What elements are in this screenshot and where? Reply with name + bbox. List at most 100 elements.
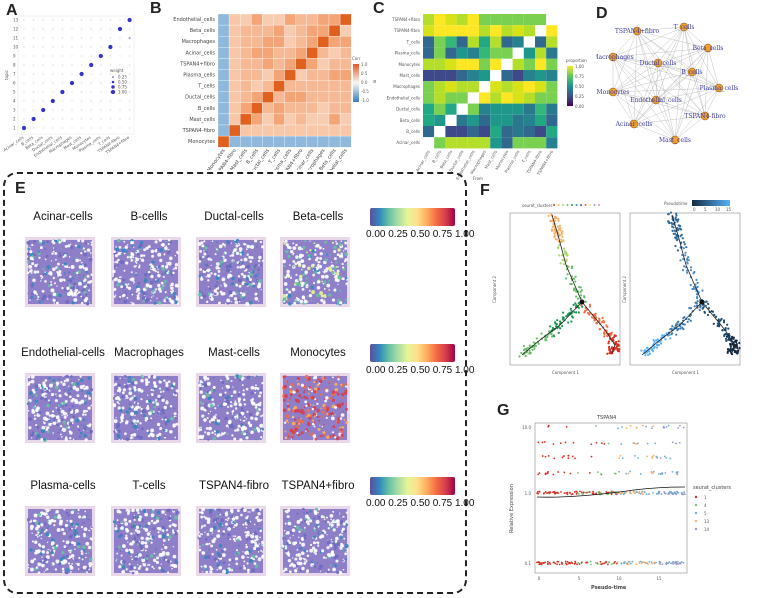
panel-g-point: [538, 472, 541, 474]
panel-f-cell-point: [679, 327, 682, 330]
panel-f-trajectory-line: [551, 214, 583, 303]
panel-c-cell: [434, 92, 446, 104]
panel-g-legend-label: 13: [704, 519, 710, 524]
panel-c-cell: [456, 81, 468, 93]
panel-f-cell-point: [726, 350, 730, 353]
panel-c-cell: [535, 92, 547, 104]
panel-c-cell: [479, 92, 491, 104]
panel-b-cell: [273, 113, 285, 126]
panel-f-cell-point: [676, 249, 680, 252]
panel-a-bg-dot: [81, 19, 83, 21]
panel-f-cell-point: [617, 340, 620, 343]
panel-c-cell: [523, 47, 535, 59]
panel-a-ytick: 10: [13, 45, 19, 50]
panel-a-bg-dot: [33, 100, 35, 102]
panel-c-cell: [445, 114, 457, 126]
panel-f-cell-point: [558, 320, 562, 323]
panel-c-proportion-heatmap: To TSPAN4+fibro TSPAN4-fibro T_cells Plasma…: [373, 14, 587, 181]
panel-b-cell: [328, 91, 341, 103]
panel-b-cell: [306, 24, 319, 37]
panel-g-point: [635, 442, 637, 445]
panel-f-cell-point: [696, 281, 699, 284]
panel-g-point: [676, 490, 679, 493]
panel-a-bg-dot: [71, 73, 73, 75]
panel-g-point: [683, 491, 686, 494]
panel-b-cell: [217, 135, 230, 148]
panel-f-cell-point: [682, 328, 685, 331]
panel-a-bg-dot: [61, 37, 64, 39]
panel-b-cell: [317, 24, 330, 37]
panel-g-point: [625, 491, 627, 494]
panel-b-cell: [251, 135, 263, 148]
panel-b-cell: [339, 91, 352, 103]
panel-c-cell: [546, 58, 558, 70]
panel-b-cell: [328, 58, 341, 70]
panel-c-cell: [467, 70, 479, 82]
panel-e-colorbar: [370, 344, 455, 362]
panel-b-cell: [328, 113, 341, 126]
panel-d-edge: [691, 71, 720, 89]
panel-b-cell: [262, 91, 274, 103]
panel-g-point: [557, 471, 560, 473]
panel-b-cell: [317, 102, 330, 115]
panel-g-point: [578, 563, 581, 566]
panel-b-cell: [262, 135, 274, 148]
panel-a-bg-dot: [42, 91, 44, 93]
panel-c-legend-tick: 0.50: [575, 84, 584, 89]
panel-c-row-label: Acinar_cells: [396, 140, 420, 145]
panel-f-cell-point: [727, 327, 730, 330]
panel-f-trajectory-line: [521, 301, 583, 356]
panel-c-legend-tick: 1.00: [575, 64, 584, 69]
panel-f-cell-point: [561, 311, 565, 314]
panel-c-cell: [467, 14, 479, 26]
panel-a-bg-dot: [129, 91, 131, 93]
panel-a-dot: [69, 80, 75, 86]
panel-a-ytick: 1: [13, 126, 16, 131]
panel-g-point: [616, 493, 619, 496]
panel-a-bg-dot: [100, 46, 102, 48]
panel-f-cell-point: [560, 254, 564, 257]
panel-c-cell: [501, 58, 513, 70]
panel-g-point: [648, 560, 651, 563]
panel-g-point: [678, 424, 681, 427]
panel-d-node-label: Beta_cells: [693, 45, 724, 52]
panel-c-cell: [501, 126, 513, 138]
panel-a-bg-dot: [42, 100, 44, 102]
panel-b-cell: [262, 113, 274, 126]
panel-b-cell: [317, 91, 330, 103]
panel-f-cell-point: [669, 328, 672, 331]
panel-g-point: [633, 454, 636, 457]
panel-c-cell: [523, 25, 535, 37]
panel-d-node: [700, 111, 710, 121]
panel-a-bg-dot: [33, 109, 35, 111]
panel-b-row-label: B_cells: [198, 106, 216, 112]
panel-b-cell: [217, 69, 230, 81]
panel-f-cell-point: [526, 347, 530, 350]
panel-f-cell-point: [655, 346, 659, 349]
panel-c-cell: [479, 114, 491, 126]
panel-f-cell-point: [676, 328, 679, 332]
panel-b-cell: [217, 91, 230, 103]
panel-g-point: [602, 562, 604, 565]
panel-f-branch-node: [579, 299, 585, 305]
panel-f-legend-dot: [589, 204, 591, 206]
panel-b-cell: [306, 80, 319, 92]
panel-f-cell-point: [733, 349, 736, 352]
panel-g-point: [613, 562, 616, 564]
panel-e-tissue-map: [111, 506, 181, 576]
panel-c-cell: [423, 92, 435, 104]
panel-f-cell-point: [553, 217, 556, 220]
panel-f-cell-point: [570, 309, 573, 313]
panel-f-cell-point: [673, 232, 677, 235]
panel-g-point: [577, 472, 579, 474]
panel-a-bg-dot: [52, 91, 54, 93]
panel-b-row-label: Plasma_cells: [183, 73, 215, 79]
panel-c-cell: [456, 92, 468, 104]
panel-g-legend-dot: [694, 519, 698, 523]
panel-f-cell-point: [556, 246, 560, 249]
panel-g-point: [556, 492, 559, 495]
panel-f-cell-point: [737, 349, 740, 352]
panel-d-edge: [636, 30, 676, 141]
panel-g-legend-label: 14: [704, 527, 710, 532]
panel-g-point: [603, 562, 606, 565]
